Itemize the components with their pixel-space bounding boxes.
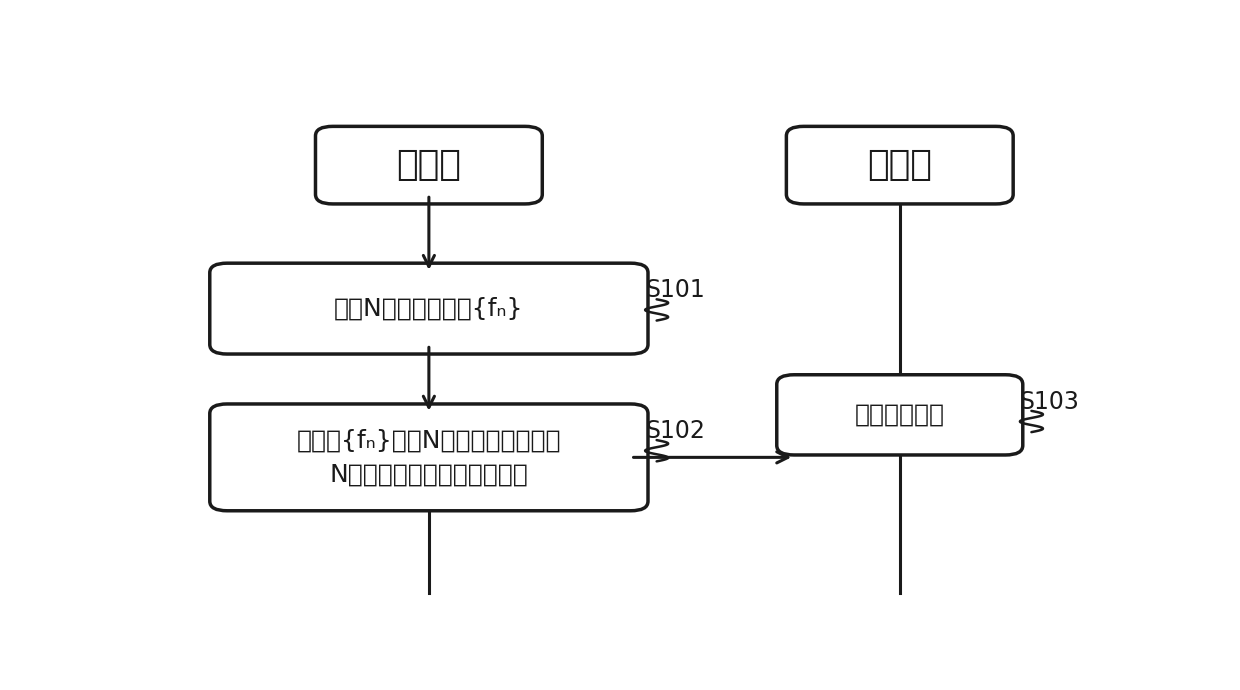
Text: 发送侧: 发送侧 [397,148,461,182]
FancyBboxPatch shape [786,126,1013,204]
Text: 将序列{fₙ}中的N个元素分别映射至
N个子载波上，生成第一信号: 将序列{fₙ}中的N个元素分别映射至 N个子载波上，生成第一信号 [296,428,562,486]
Text: S103: S103 [1019,390,1080,413]
Text: S101: S101 [645,278,704,302]
Text: 确定N个元素的序列{fₙ}: 确定N个元素的序列{fₙ} [334,297,523,321]
FancyBboxPatch shape [776,375,1023,455]
FancyBboxPatch shape [210,263,649,354]
FancyBboxPatch shape [210,404,649,511]
Text: S102: S102 [645,419,706,443]
Text: 接收侧: 接收侧 [867,148,932,182]
Text: 接收第一信号: 接收第一信号 [854,403,945,427]
FancyBboxPatch shape [315,126,542,204]
